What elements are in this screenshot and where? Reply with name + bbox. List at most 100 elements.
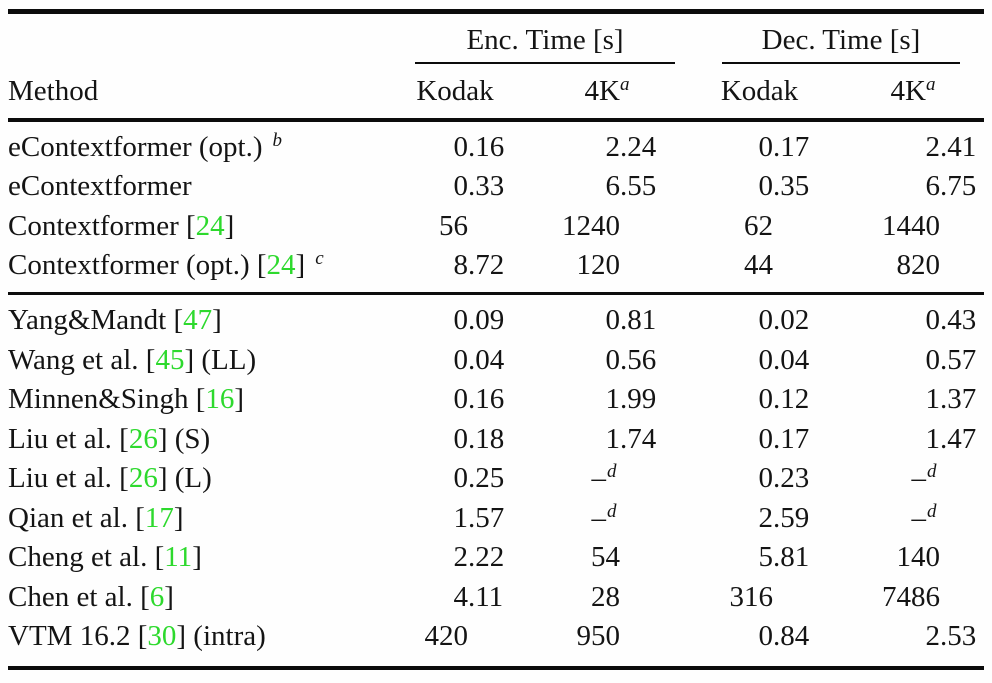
method-cell: VTM 16.2 [30] (intra) [8,617,373,657]
method-name-text: eContextformer [8,170,192,202]
value-integer-part: 950 [576,620,621,652]
table-row: eContextformer (opt.) b 0.16 2.24 0.17 2.41 [8,128,984,168]
dec-time-label: Dec. Time [s] [761,24,921,56]
method-name-text: (intra) [186,620,266,652]
value-integer-part: 0 [453,343,469,376]
value-cell: 4.11 [373,578,525,618]
value-cell: 5.81 [677,538,830,578]
table-row: Liu et al. [26] (L) 0.25– d 0.23– d [8,459,984,499]
table-section-2: Yang&Mandt [47] 0.09 0.81 0.02 0.43 Wang et a… [8,295,984,663]
table-row: Chen et al. [6] 4.11 28 316 7486 [8,578,984,618]
value-fraction-part: .75 [940,170,977,202]
value-cell: – d [830,499,984,539]
footnote-marker-a: a [925,74,936,95]
citation-link[interactable]: 45 [155,343,185,376]
method-column-header: Method [8,75,99,107]
value-fraction-part [940,246,984,286]
citation-link[interactable]: 30 [147,620,177,652]
value-integer-part: 1240 [562,209,620,242]
value-integer-part: 6 [605,170,621,202]
value-integer-part: 120 [576,249,621,281]
dec-time-underline [722,62,960,64]
value-fraction-part: .11 [468,580,504,613]
footnote-marker-b: b [272,129,282,151]
value-cell: 1.57 [373,499,525,539]
value-fraction-part: .22 [468,541,505,573]
value-cell: – d [525,499,677,539]
value-cell: 0.16 [373,380,525,420]
value-fraction-part: .17 [773,130,810,163]
citation-link[interactable]: 24 [266,249,296,281]
method-name-text: Qian et al. [8,501,136,534]
method-name-text: (L) [167,462,212,494]
value-cell: 0.35 [677,167,830,207]
method-name-text: Liu et al. [8,422,120,455]
value-cell: 0.16 [373,128,525,168]
table-body: eContextformer (opt.) b 0.16 2.24 0.17 2.41 eC… [8,122,984,663]
value-cell: 2.22 [373,538,525,578]
citation-bracket: [ [256,249,267,281]
value-fraction-part [620,207,677,247]
citation-bracket: ] [234,383,245,415]
citation-bracket: ] [295,249,306,281]
value-integer-part: 0 [453,422,469,455]
citation-link[interactable]: 11 [164,541,193,573]
value-fraction-part: .04 [773,343,810,376]
value-integer-part: 4 [453,580,469,613]
method-cell: eContextformer [8,167,373,207]
value-fraction-part: .81 [620,304,657,336]
value-integer-part: 0 [605,343,621,376]
value-fraction-part: .56 [620,343,657,376]
value-fraction-part: .16 [468,383,505,415]
citation-link[interactable]: 17 [144,501,174,534]
value-integer-part: 1440 [882,209,940,242]
header-separator-rule [8,118,984,122]
value-fraction-part: .04 [468,343,505,376]
value-cell: 56 [373,207,525,247]
table-row: Yang&Mandt [47] 0.09 0.81 0.02 0.43 [8,301,984,341]
value-fraction-part: .23 [773,462,810,494]
method-name-text: Chen et al. [8,580,141,613]
citation-bracket: [ [195,383,206,415]
value-integer-part: 420 [424,620,469,652]
value-integer-part: 0 [925,343,941,376]
footnote-marker-d: d [607,500,617,522]
value-cell: 0.57 [830,341,984,381]
citation-link[interactable]: 26 [128,422,158,455]
value-fraction-part: .84 [773,620,810,652]
value-integer-part: 0 [925,304,941,336]
col-header-enc-kodak: Kodak [416,75,494,107]
citation-bracket: ] [212,304,222,336]
col-header-dec-4k: 4Ka [890,74,936,107]
citation-link[interactable]: 26 [128,462,158,494]
value-integer-part: 0 [758,462,774,494]
value-cell: 0.84 [677,617,830,657]
table-top-rule [8,9,984,14]
citation-bracket: [ [145,343,156,376]
value-cell: 7486 [830,578,984,618]
value-cell: – d [525,459,677,499]
method-cell: Wang et al. [45] (LL) [8,341,373,381]
value-fraction-part: d [926,499,970,539]
citation-link[interactable]: 24 [195,209,225,242]
value-integer-part: 0 [453,383,469,415]
value-fraction-part: .57 [468,501,505,534]
value-fraction-part: .02 [773,304,810,336]
citation-link[interactable]: 47 [183,304,213,336]
value-integer-part: – [911,462,927,494]
citation-link[interactable]: 16 [205,383,235,415]
citation-link[interactable]: 6 [149,580,165,613]
value-integer-part: 0 [453,170,469,202]
value-integer-part: 0 [453,304,469,336]
table-section-1: eContextformer (opt.) b 0.16 2.24 0.17 2.41 eC… [8,122,984,292]
value-fraction-part [940,207,984,247]
value-cell: 62 [677,207,830,247]
footnote-marker-d: d [927,461,937,482]
value-cell: 0.09 [373,301,525,341]
enc-time-label: Enc. Time [s] [466,24,624,56]
value-integer-part: 0 [758,170,774,202]
value-cell: 0.17 [677,420,830,460]
value-cell: 0.04 [677,341,830,381]
citation-bracket: ] [157,422,168,455]
value-fraction-part: .09 [468,304,505,336]
